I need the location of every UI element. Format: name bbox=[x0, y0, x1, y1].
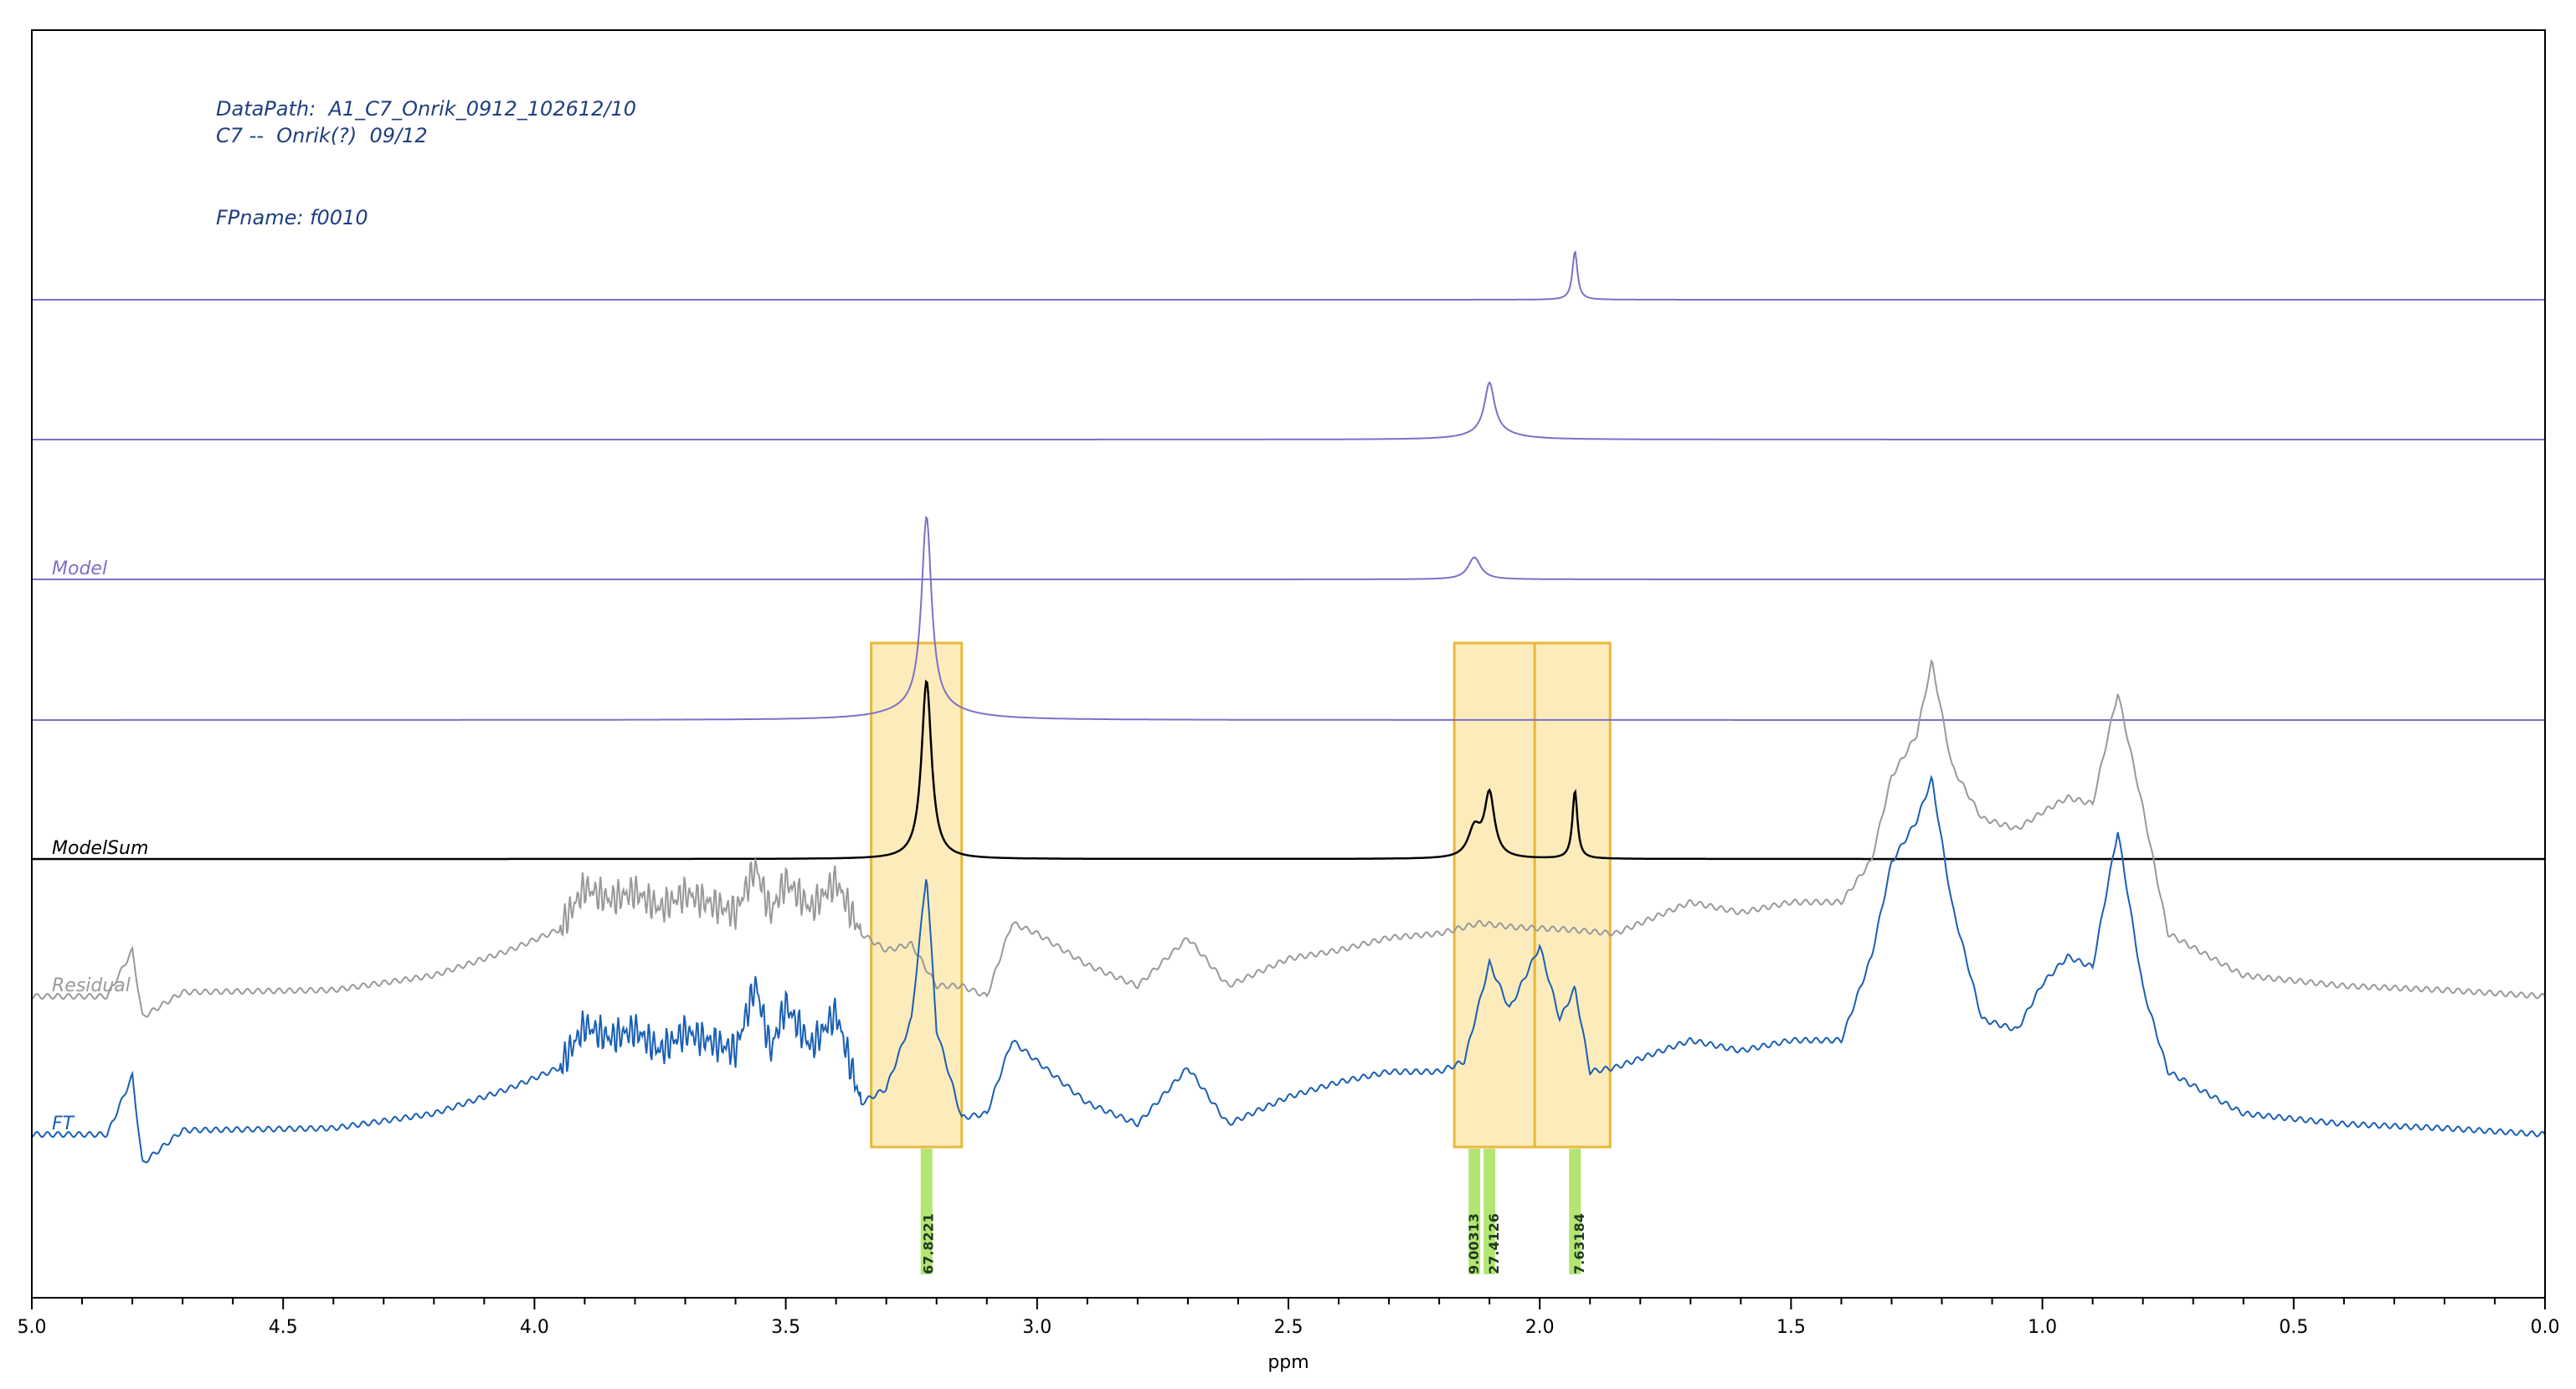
x-tick-label: 4.5 bbox=[269, 1317, 298, 1338]
highlight-regions bbox=[870, 641, 1612, 1149]
x-tick-label: 1.5 bbox=[1776, 1317, 1806, 1338]
integral-bar-3 bbox=[1483, 1149, 1496, 1274]
series-line-ft bbox=[31, 774, 2546, 1164]
integral-label-4: 7.63184 bbox=[1571, 1213, 1587, 1274]
integral-bar-2 bbox=[1468, 1149, 1481, 1274]
sample-text: C7 -- Onrik(?) 09/12 bbox=[216, 124, 428, 147]
integral-label-1: 67.8221 bbox=[921, 1213, 937, 1274]
x-tick-label: 2.0 bbox=[1525, 1317, 1555, 1338]
series-line-component-4 bbox=[32, 515, 2545, 721]
integral-label-2: 9.00313 bbox=[1466, 1213, 1482, 1274]
series-label-residual: Residual bbox=[52, 975, 131, 996]
x-axis-label: ppm bbox=[1267, 1352, 1309, 1373]
series-line-component-1 bbox=[32, 250, 2545, 301]
spectrum-traces: Model ModelSum Residual FT bbox=[31, 250, 2546, 1164]
x-tick-label: 0.0 bbox=[2531, 1317, 2560, 1338]
highlight-region-2 bbox=[1453, 641, 1536, 1149]
fpname-text: FPname: f0010 bbox=[216, 206, 368, 229]
highlight-region-1 bbox=[870, 641, 964, 1149]
datapath-text: DataPath: A1_C7_Onrik_0912_102612/10 bbox=[216, 97, 637, 121]
series-line-residual bbox=[31, 659, 2546, 1018]
x-tick-label: 0.5 bbox=[2279, 1317, 2308, 1338]
series-line-component-2 bbox=[32, 381, 2545, 440]
x-tick-label: 3.5 bbox=[771, 1317, 800, 1338]
integral-markers: 67.8221 9.00313 27.4126 7.63184 bbox=[920, 1149, 1587, 1274]
x-tick-label: 5.0 bbox=[18, 1317, 47, 1338]
x-tick-label: 4.0 bbox=[520, 1317, 549, 1338]
plot-frame bbox=[31, 29, 2546, 1299]
series-line-model bbox=[32, 556, 2545, 580]
x-tick-label: 3.0 bbox=[1022, 1317, 1051, 1338]
x-tick-label: 1.0 bbox=[2028, 1317, 2057, 1338]
integral-bar-1 bbox=[920, 1149, 933, 1274]
integral-label-3: 27.4126 bbox=[1486, 1213, 1502, 1274]
integral-bar-4 bbox=[1569, 1149, 1581, 1274]
series-label-model: Model bbox=[52, 558, 107, 579]
x-axis: 5.0 4.5 4.0 3.5 3.0 2.5 2.0 1.5 1.0 0.5 0.0 ppm bbox=[18, 1298, 2560, 1373]
highlight-region-3 bbox=[1533, 641, 1612, 1149]
series-line-modelsum bbox=[32, 679, 2545, 861]
series-label-ft: FT bbox=[52, 1114, 75, 1134]
x-tick-label: 2.5 bbox=[1274, 1317, 1303, 1338]
series-label-modelsum: ModelSum bbox=[52, 838, 148, 859]
